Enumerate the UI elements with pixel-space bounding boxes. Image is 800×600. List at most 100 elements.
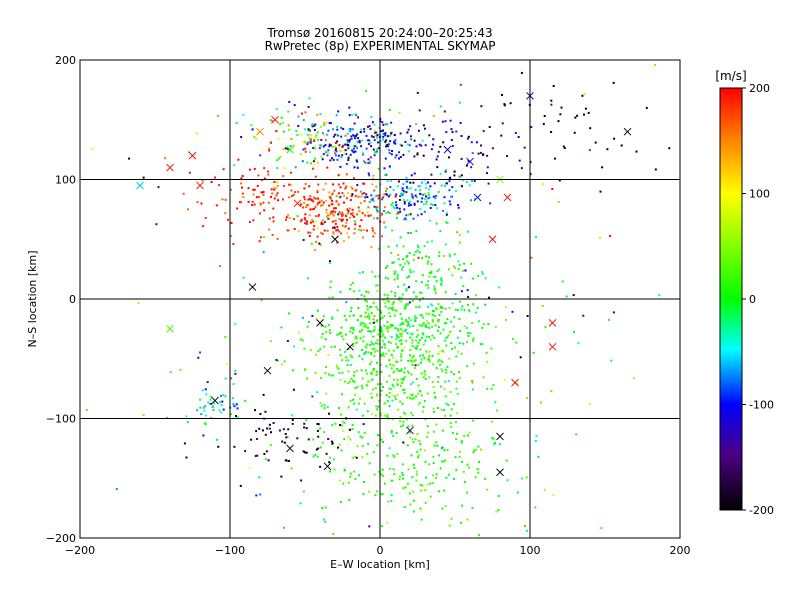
- data-point: [384, 134, 387, 137]
- data-point: [320, 144, 323, 147]
- data-point: [325, 452, 328, 455]
- data-point: [376, 361, 378, 364]
- data-point: [583, 93, 586, 96]
- data-point: [426, 320, 429, 323]
- colorbar-tick-label: 0: [749, 293, 756, 306]
- data-point: [373, 350, 376, 353]
- data-point: [389, 323, 392, 326]
- data-point: [407, 468, 410, 471]
- data-point: [464, 269, 467, 272]
- data-point: [425, 195, 427, 198]
- data-point: [307, 204, 309, 206]
- data-point: [416, 152, 419, 155]
- data-point: [362, 271, 364, 274]
- data-point: [363, 160, 365, 163]
- data-point: [273, 181, 276, 183]
- data-point: [394, 291, 397, 294]
- data-point: [387, 327, 390, 330]
- data-point: [423, 371, 426, 374]
- data-point: [610, 359, 613, 362]
- data-point: [356, 184, 359, 186]
- data-point: [386, 325, 389, 328]
- data-point: [409, 396, 412, 399]
- data-point: [401, 187, 404, 190]
- data-point: [240, 136, 243, 138]
- data-point: [258, 476, 261, 479]
- data-point: [415, 473, 418, 476]
- data-point: [369, 127, 372, 130]
- data-point: [399, 327, 402, 330]
- data-point: [299, 502, 302, 505]
- data-point: [384, 336, 387, 339]
- data-point: [444, 170, 447, 173]
- data-point: [620, 144, 623, 147]
- data-point: [323, 518, 325, 521]
- data-point: [227, 218, 229, 221]
- data-point: [380, 330, 383, 333]
- data-point: [350, 195, 353, 198]
- data-point: [448, 380, 450, 382]
- data-point: [456, 231, 459, 234]
- data-point: [376, 284, 379, 287]
- data-point: [335, 140, 338, 143]
- data-point: [433, 444, 436, 447]
- data-point: [539, 401, 542, 404]
- data-point: [360, 322, 363, 325]
- data-point: [310, 242, 313, 245]
- data-point: [324, 151, 327, 154]
- data-point: [259, 202, 262, 205]
- data-point: [389, 315, 392, 318]
- data-point: [305, 205, 308, 208]
- data-point: [444, 291, 447, 294]
- data-point: [342, 182, 345, 185]
- data-point: [432, 195, 435, 198]
- data-point: [401, 349, 403, 352]
- data-point: [384, 276, 387, 279]
- data-point: [453, 346, 456, 349]
- data-point: [361, 182, 364, 185]
- data-point: [424, 325, 427, 328]
- data-point: [249, 168, 251, 171]
- data-point: [324, 144, 327, 147]
- data-point: [409, 181, 412, 184]
- data-point: [381, 346, 384, 349]
- data-point: [320, 324, 323, 327]
- data-point: [334, 149, 337, 152]
- data-point: [411, 299, 414, 302]
- data-point: [358, 354, 361, 357]
- data-point: [562, 145, 565, 148]
- data-point: [451, 302, 454, 305]
- data-point: [396, 335, 399, 337]
- data-point: [550, 99, 553, 102]
- data-point: [332, 220, 335, 223]
- data-point: [438, 351, 441, 353]
- data-point: [357, 116, 360, 119]
- data-point: [305, 419, 308, 422]
- data-point: [411, 195, 414, 198]
- data-point: [348, 145, 351, 148]
- data-point: [400, 343, 403, 345]
- data-point: [573, 131, 576, 134]
- data-point: [444, 243, 447, 246]
- data-point: [304, 111, 307, 114]
- data-point: [326, 229, 329, 232]
- data-point: [353, 220, 356, 223]
- data-point: [390, 325, 393, 328]
- data-point: [401, 473, 404, 476]
- data-point: [391, 150, 393, 152]
- data-point: [459, 521, 462, 524]
- data-point: [417, 392, 419, 395]
- data-point: [340, 424, 343, 427]
- data-point: [362, 153, 364, 156]
- data-point: [332, 135, 335, 138]
- data-point: [436, 166, 439, 169]
- data-point: [370, 312, 373, 315]
- data-point: [519, 356, 522, 359]
- data-point: [407, 360, 410, 362]
- data-point: [364, 214, 366, 217]
- data-point: [336, 158, 339, 161]
- data-point: [445, 402, 448, 405]
- data-point: [339, 195, 342, 198]
- data-point: [382, 474, 385, 477]
- data-point: [398, 151, 400, 154]
